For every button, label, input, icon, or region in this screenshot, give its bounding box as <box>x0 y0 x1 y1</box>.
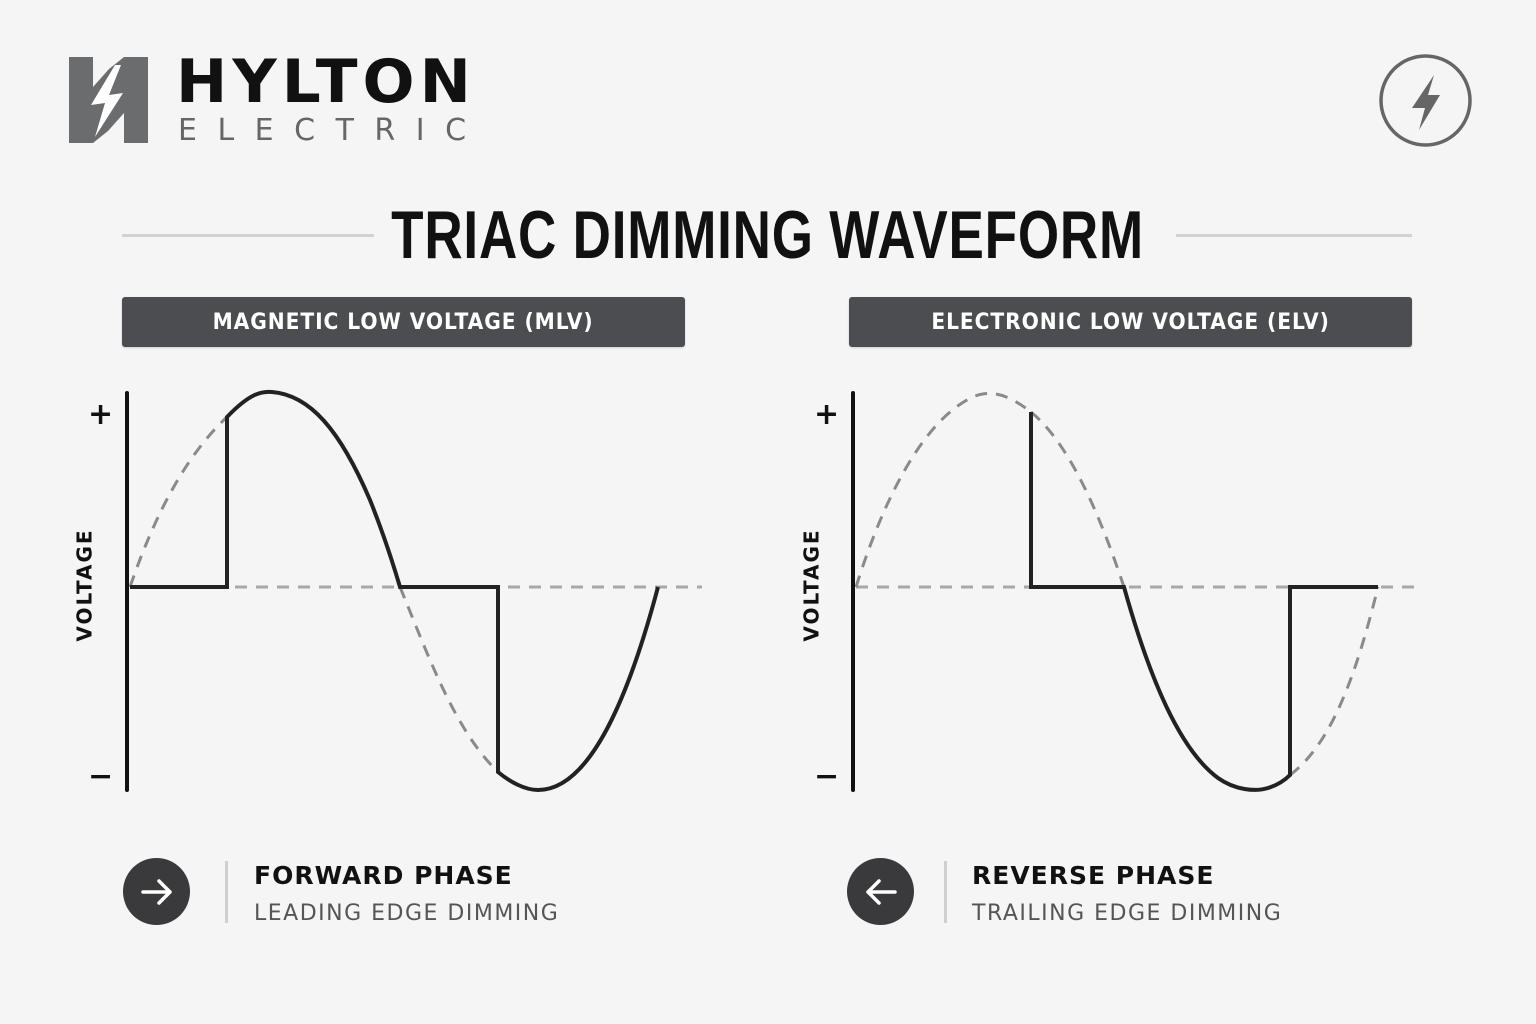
reverse-phase-badge <box>847 858 914 925</box>
legend-title-reverse: REVERSE PHASE <box>972 861 1215 890</box>
section-header-elv: ELECTRONIC LOW VOLTAGE (ELV) <box>849 297 1412 347</box>
brand-name: HYLTON <box>176 47 477 117</box>
legend-divider <box>944 861 947 923</box>
arrow-left-icon <box>865 878 897 905</box>
reverse-phase-waveform <box>1029 412 1378 792</box>
brand-subtitle: ELECTRIC <box>178 113 487 148</box>
legend-title-forward: FORWARD PHASE <box>254 861 513 890</box>
minus-label-elv: − <box>814 759 840 794</box>
lightning-bolt-icon <box>69 57 148 143</box>
plus-label-mlv: + <box>88 397 114 432</box>
legend-subtitle-forward: LEADING EDGE DIMMING <box>254 901 560 926</box>
waveform-chart-mlv <box>125 389 702 793</box>
reference-sine-segment <box>1030 410 1126 588</box>
logo-mark <box>69 57 148 143</box>
arrow-right-icon <box>140 878 172 905</box>
reference-sine-segment <box>398 586 500 774</box>
forward-phase-waveform <box>130 389 660 793</box>
reference-sine-segment <box>854 392 1032 588</box>
plus-label-elv: + <box>814 397 840 432</box>
title-rule-left <box>122 234 374 237</box>
lightning-bolt-circle-icon <box>1378 53 1473 148</box>
minus-label-mlv: − <box>88 759 114 794</box>
reference-sine-segment <box>1289 586 1380 777</box>
reference-sine-segment <box>128 415 229 588</box>
waveform-chart-elv <box>851 391 1420 792</box>
page-title: TRIAC DIMMING WAVEFORM <box>391 197 1145 273</box>
legend-divider <box>225 861 228 923</box>
section-header-mlv: MAGNETIC LOW VOLTAGE (MLV) <box>122 297 685 347</box>
title-rule-right <box>1176 234 1412 237</box>
legend-subtitle-reverse: TRAILING EDGE DIMMING <box>972 901 1283 926</box>
forward-phase-badge <box>123 858 190 925</box>
